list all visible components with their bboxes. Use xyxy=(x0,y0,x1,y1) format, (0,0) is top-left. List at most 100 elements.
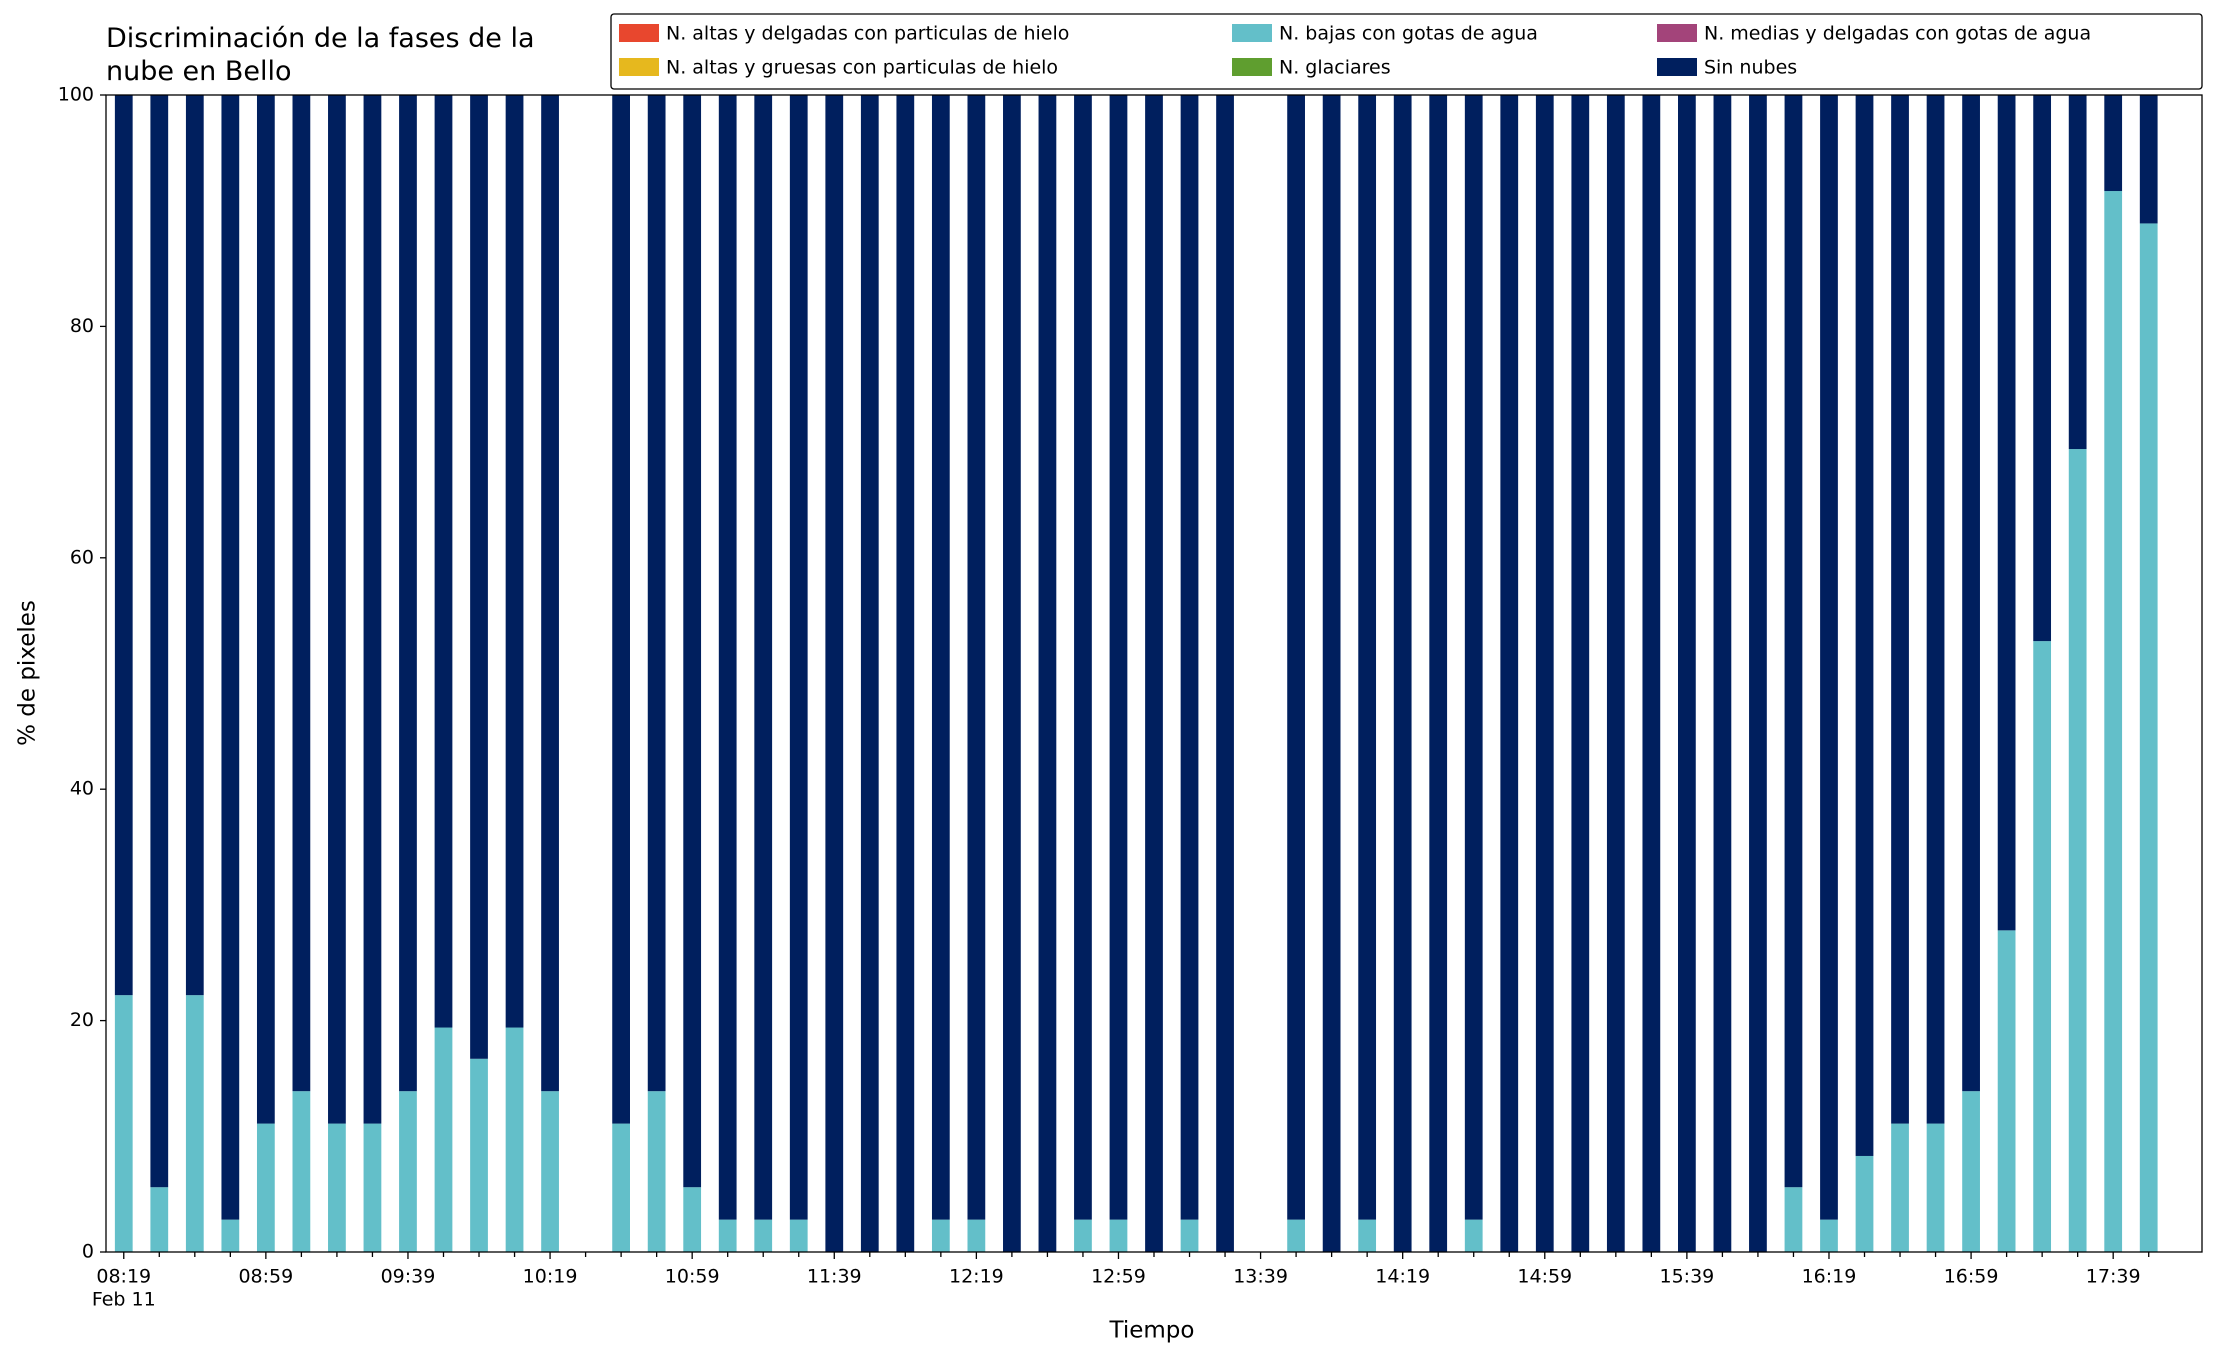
bar-segment xyxy=(931,1219,950,1252)
x-date-label: Feb 11 xyxy=(92,1289,156,1311)
bar-segment xyxy=(114,995,133,1252)
bar-segment xyxy=(1500,95,1519,1252)
bar-segment xyxy=(1784,1187,1803,1252)
y-tick-label: 60 xyxy=(70,546,94,568)
legend-swatch xyxy=(1232,24,1272,42)
bar-segment xyxy=(399,1091,417,1252)
bar-segment xyxy=(1038,95,1057,1252)
bar-segment xyxy=(292,95,311,1092)
bar-segment xyxy=(505,1027,524,1252)
bar-segment xyxy=(1287,95,1305,1220)
bar-segment xyxy=(1074,95,1092,1220)
bar-segment xyxy=(1393,95,1412,1252)
bar-segment xyxy=(150,95,169,1188)
x-tick-label: 08:19 xyxy=(96,1266,151,1288)
bar-segment xyxy=(328,95,346,1124)
x-tick-label: 14:59 xyxy=(1517,1266,1572,1288)
bar-segment xyxy=(221,1219,240,1252)
bar-segment xyxy=(1464,95,1483,1220)
x-tick-label: 10:59 xyxy=(665,1266,720,1288)
bar-segment xyxy=(967,95,986,1220)
bar-segment xyxy=(1642,95,1661,1252)
x-tick-label: 11:39 xyxy=(807,1266,862,1288)
legend-label: N. medias y delgadas con gotas de agua xyxy=(1704,23,2091,45)
bar-segment xyxy=(256,95,275,1124)
bar-segment xyxy=(896,95,915,1252)
bar-segment xyxy=(1180,95,1199,1220)
legend-label: Sin nubes xyxy=(1704,57,1797,79)
bar-segment xyxy=(754,1219,773,1252)
bar-segment xyxy=(1784,95,1803,1188)
bar-segment xyxy=(1535,95,1554,1252)
bar-segment xyxy=(399,95,417,1092)
bar-segment xyxy=(612,95,630,1124)
bar-segment xyxy=(1145,95,1163,1252)
chart-title: Discriminación de la fases de la nube en… xyxy=(106,23,535,87)
x-tick-label: 17:39 xyxy=(2086,1266,2141,1288)
bar-segment xyxy=(1855,95,1874,1156)
bar-segment xyxy=(1713,95,1732,1252)
legend-swatch xyxy=(1657,24,1697,42)
bar-segment xyxy=(221,95,240,1220)
bar-segment xyxy=(1322,95,1341,1252)
bar-segment xyxy=(1216,95,1234,1252)
bar-segment xyxy=(505,95,524,1028)
bar-segment xyxy=(718,95,737,1220)
bar-segment xyxy=(1749,95,1767,1252)
bar-segment xyxy=(1926,1123,1945,1252)
legend-label: N. altas y delgadas con particulas de hi… xyxy=(666,23,1069,45)
bar-segment xyxy=(2139,223,2158,1252)
legend-label: N. glaciares xyxy=(1279,57,1391,79)
bar-segment xyxy=(1997,930,2016,1252)
bar-segment xyxy=(647,95,666,1092)
bar-segment xyxy=(1820,95,1838,1220)
bar-segment xyxy=(1287,1219,1305,1252)
bar-segment xyxy=(1464,1219,1483,1252)
y-tick-label: 100 xyxy=(58,84,94,106)
bar-segment xyxy=(363,95,382,1124)
bar-segment xyxy=(931,95,950,1220)
bar-segment xyxy=(683,1187,702,1252)
bar-segment xyxy=(1855,1155,1874,1252)
legend-label: N. bajas con gotas de agua xyxy=(1279,23,1538,45)
x-tick-label: 12:59 xyxy=(1091,1266,1146,1288)
bar-segment xyxy=(2068,449,2087,1252)
bar-segment xyxy=(1429,95,1448,1252)
bar-segment xyxy=(185,95,204,996)
bar-segment xyxy=(470,95,488,1059)
legend-swatch xyxy=(1657,58,1697,76)
bar-segment xyxy=(541,95,559,1092)
y-axis-label: % de pixeles xyxy=(15,600,41,746)
bar-segment xyxy=(612,1123,630,1252)
bar-segment xyxy=(789,1219,808,1252)
bar-segment xyxy=(1891,1123,1909,1252)
y-tick-label: 80 xyxy=(70,315,94,337)
bar-segment xyxy=(434,95,453,1028)
bar-segment xyxy=(1962,95,1980,1092)
bar-segment xyxy=(2068,95,2087,450)
legend-swatch xyxy=(619,24,659,42)
x-tick-label: 08:59 xyxy=(238,1266,293,1288)
bar-segment xyxy=(470,1058,488,1252)
bar-segment xyxy=(1606,95,1625,1252)
bar-segment xyxy=(1109,95,1128,1220)
bar-segment xyxy=(754,95,773,1220)
bar-segment xyxy=(2139,95,2158,224)
bar-segment xyxy=(1962,1091,1980,1252)
bar-segment xyxy=(1820,1219,1838,1252)
bar-segment xyxy=(1997,95,2016,931)
y-tick-label: 0 xyxy=(82,1241,94,1263)
x-axis-label: Tiempo xyxy=(1109,1318,1195,1344)
y-tick-label: 20 xyxy=(70,1009,94,1031)
bar-segment xyxy=(1074,1219,1092,1252)
bar-segment xyxy=(2033,95,2052,642)
x-tick-label: 14:19 xyxy=(1375,1266,1430,1288)
bar-segment xyxy=(718,1219,737,1252)
bar-segment xyxy=(256,1123,275,1252)
bar-segment xyxy=(1003,95,1021,1252)
bar-segment xyxy=(328,1123,346,1252)
legend-swatch xyxy=(619,58,659,76)
bar-segment xyxy=(1180,1219,1199,1252)
